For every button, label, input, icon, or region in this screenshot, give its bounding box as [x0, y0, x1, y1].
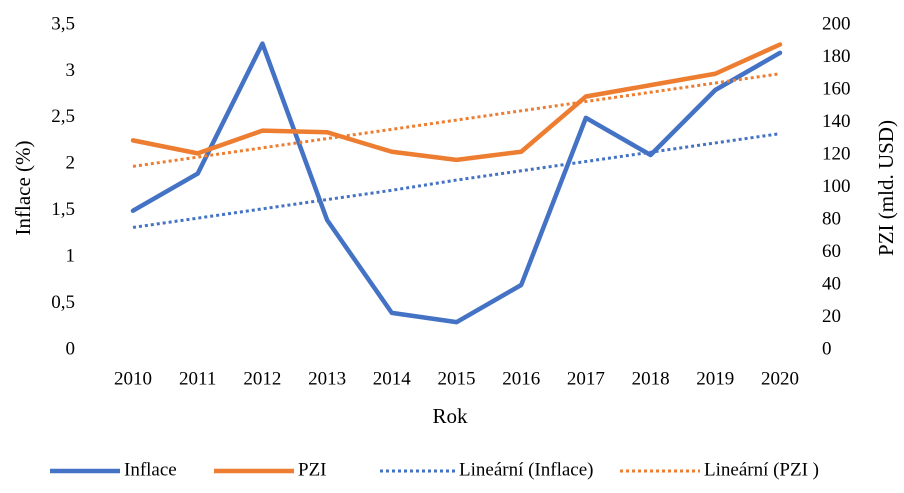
y-tick-label: 3 [66, 60, 76, 81]
legend-label: Lineární (Inflace) [459, 459, 594, 480]
y2-tick-label: 40 [822, 273, 841, 294]
legend-label: PZI [298, 459, 327, 480]
x-tick-label: 2017 [567, 368, 605, 389]
x-tick-label: 2011 [179, 368, 216, 389]
y2-tick-label: 180 [822, 46, 851, 67]
series-line [130, 42, 783, 163]
y-tick-label: 0 [66, 338, 76, 359]
y2-tick-label: 60 [822, 241, 841, 262]
y2-tick-label: 200 [822, 13, 851, 34]
trend-line [132, 132, 781, 229]
series-line [130, 41, 783, 325]
y2-tick-label: 100 [822, 176, 851, 197]
x-tick-label: 2012 [243, 368, 281, 389]
y-tick-label: 1,5 [51, 199, 75, 220]
x-tick-label: 2016 [502, 368, 540, 389]
y-tick-label: 2 [66, 153, 76, 174]
trend-line [132, 72, 781, 168]
y-tick-label: 2,5 [51, 106, 75, 127]
y-axis-title: Inflace (%) [11, 140, 35, 235]
y-tick-label: 1 [66, 246, 76, 267]
y2-tick-label: 0 [822, 338, 832, 359]
y2-tick-label: 160 [822, 78, 851, 99]
legend-label: Lineární (PZI ) [704, 459, 819, 480]
y2-tick-label: 80 [822, 208, 841, 229]
x-tick-label: 2015 [438, 368, 476, 389]
x-tick-label: 2014 [373, 368, 412, 389]
x-tick-label: 2018 [632, 368, 670, 389]
y-tick-label: 0,5 [51, 292, 75, 313]
x-tick-label: 2010 [114, 368, 152, 389]
y2-axis-title: PZI (mld. USD) [874, 120, 898, 256]
y-tick-label: 3,5 [51, 13, 75, 34]
x-tick-label: 2013 [308, 368, 346, 389]
x-axis-title: Rok [432, 404, 468, 428]
x-tick-label: 2020 [761, 368, 799, 389]
y2-tick-label: 20 [822, 306, 841, 327]
y2-tick-label: 140 [822, 111, 851, 132]
y2-tick-label: 120 [822, 143, 851, 164]
x-tick-label: 2019 [696, 368, 734, 389]
legend-label: Inflace [124, 459, 177, 480]
